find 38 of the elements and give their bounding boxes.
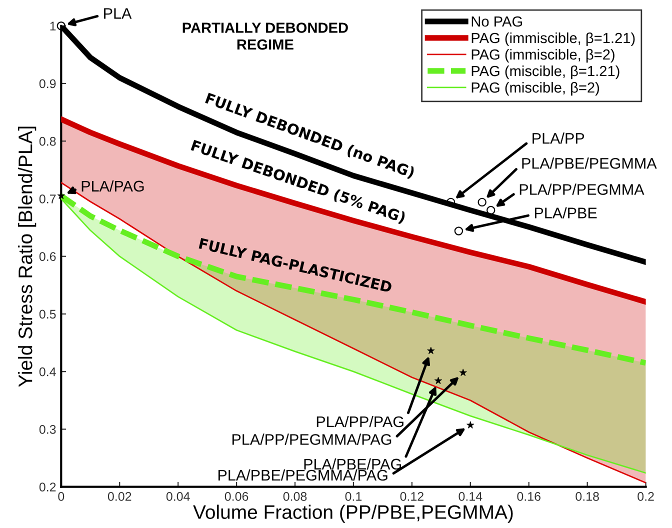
x-tick-label: 0.1 [345, 492, 362, 501]
x-tick-label: 0 [58, 492, 64, 501]
legend-label: PAG (miscible, β=2) [472, 82, 600, 96]
legend-label: No PAG [472, 16, 522, 27]
x-tick-label: 0.2 [638, 492, 654, 501]
y-tick-label: 0.9 [39, 79, 56, 88]
annotation: PLA [104, 8, 132, 19]
annotation: PLA/PBE [534, 207, 597, 218]
annotation: PLA/PP/PEGMMA [520, 184, 644, 195]
x-tick-label: 0.16 [517, 492, 540, 501]
y-axis-title: Yield Stress Ratio [Blend/PLA] [18, 126, 36, 387]
annotation: PARTIALLY DEBONDED REGIME [182, 22, 348, 50]
x-tick-label: 0.06 [224, 492, 248, 501]
annotation: PLA/PBE/PAG [304, 458, 401, 470]
y-tick-label: 0.3 [39, 425, 56, 434]
y-tick-label: 0.2 [39, 482, 56, 492]
annotation: PLA/PBE/PEGMMA [522, 158, 657, 169]
y-tick-label: 0.4 [39, 367, 56, 376]
annotation: PLA/PAG [82, 180, 144, 192]
x-tick-label: 0.02 [108, 492, 132, 501]
y-tick-label: 0.5 [39, 310, 56, 319]
x-tick-label: 0.18 [576, 492, 599, 501]
x-axis-title: Volume Fraction (PP/PBE,PEGMMA) [193, 504, 513, 523]
y-tick-label: 0.6 [39, 252, 56, 261]
y-tick-label: 0.8 [39, 136, 56, 146]
legend-label: PAG (miscible, β=1.21) [472, 65, 620, 80]
legend-label: PAG (immiscible, β=1.21) [472, 32, 635, 46]
y-tick-label: 0.7 [39, 194, 56, 204]
x-tick-label: 0.08 [283, 492, 307, 501]
y-tick-label: 1 [50, 22, 56, 30]
x-tick-label: 0.04 [166, 492, 190, 501]
annotation: PLA/PP [532, 132, 584, 144]
annotation: PLA/PP/PAG [316, 416, 404, 428]
legend-label: PAG (immiscible, β=2) [472, 48, 614, 63]
x-tick-label: 0.14 [458, 492, 482, 501]
x-tick-label: 0.12 [400, 492, 424, 501]
annotation: PLA/PP/PEGMMA/PAG [232, 434, 392, 445]
annotation: PLA/PBE/PEGMMA/PAG [218, 469, 388, 481]
